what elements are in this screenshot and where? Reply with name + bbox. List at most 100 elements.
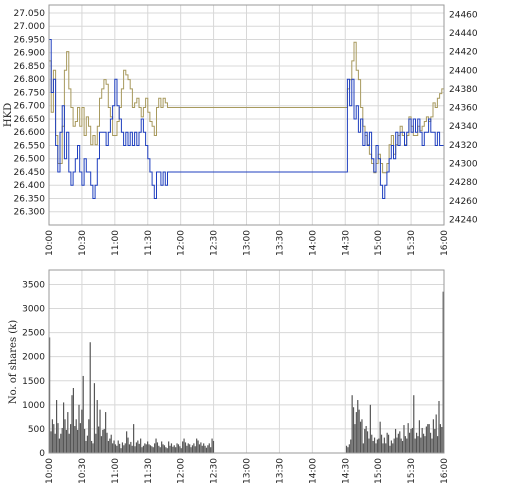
volume-y-tick-label: 1500 xyxy=(22,377,45,387)
volume-bar xyxy=(68,433,70,453)
volume-bars xyxy=(49,291,444,453)
volume-bar xyxy=(166,448,168,453)
volume-bar xyxy=(394,428,397,453)
volume-bar xyxy=(208,443,210,453)
price-x-tick-label: 12:00 xyxy=(177,230,187,256)
volume-bar xyxy=(401,440,404,453)
volume-bar xyxy=(435,414,437,453)
volume-bar xyxy=(144,443,146,453)
price-left-tick-label: 27.000 xyxy=(14,22,46,32)
price-x-tick-label: 11:00 xyxy=(111,230,121,256)
volume-bar xyxy=(124,443,126,453)
volume-bar xyxy=(148,444,150,453)
volume-bar xyxy=(183,438,185,453)
volume-bar xyxy=(429,432,432,453)
volume-bar xyxy=(168,441,170,453)
volume-bar xyxy=(175,447,177,453)
volume-bar xyxy=(404,436,406,453)
volume-bar xyxy=(382,443,384,453)
volume-bar xyxy=(207,445,209,453)
volume-bar xyxy=(103,428,105,453)
volume-bar xyxy=(200,442,202,453)
index-right-tick-label: 24280 xyxy=(449,178,478,188)
volume-bar xyxy=(348,444,350,453)
volume-bar xyxy=(351,395,353,453)
volume-bar xyxy=(51,419,53,453)
volume-y-tick-label: 0 xyxy=(39,449,45,459)
volume-bar xyxy=(102,429,104,453)
volume-bar xyxy=(56,400,58,453)
volume-bar xyxy=(380,434,383,453)
price-x-tick-label: 10:00 xyxy=(45,230,55,256)
index-right-tick-label: 24300 xyxy=(449,159,478,169)
volume-bar xyxy=(414,438,416,453)
volume-bar xyxy=(411,427,413,453)
volume-bar xyxy=(58,438,60,453)
volume-bar xyxy=(376,439,378,453)
volume-bar xyxy=(403,425,405,453)
volume-bar xyxy=(131,445,133,453)
volume-bar xyxy=(85,440,87,453)
volume-bar xyxy=(372,440,374,453)
volume-bar xyxy=(438,400,440,453)
price-tick-labels: 10:00 10:30 11:00 11:30 12:00 12:30 13:00 13:30… xyxy=(14,9,478,256)
volume-y-tick-label: 1000 xyxy=(22,401,45,411)
volume-bar xyxy=(375,443,377,453)
volume-bar xyxy=(151,446,153,453)
volume-bar xyxy=(92,443,94,453)
volume-bar xyxy=(110,434,112,453)
volume-bar xyxy=(71,395,73,453)
price-left-tick-label: 27.050 xyxy=(14,9,46,19)
volume-bar-chart: 10:00 10:30 11:00 11:30 12:00 12:30 13:00 13:30… xyxy=(8,269,450,484)
price-x-tick-label: 14:00 xyxy=(308,230,318,256)
volume-grid xyxy=(48,270,445,454)
index-right-tick-label: 24440 xyxy=(449,29,478,39)
volume-bar xyxy=(355,412,357,453)
volume-bar xyxy=(190,447,192,453)
volume-bar xyxy=(156,442,159,453)
volume-bar xyxy=(347,447,349,453)
volume-bar xyxy=(173,445,175,453)
volume-bar xyxy=(105,412,107,453)
volume-bar xyxy=(106,432,108,453)
volume-bar xyxy=(119,443,121,453)
volume-bar xyxy=(177,444,180,453)
volume-x-tick-label: 11:00 xyxy=(111,458,121,484)
volume-bar xyxy=(407,423,409,453)
price-left-tick-label: 26.550 xyxy=(14,141,46,151)
volume-bar xyxy=(358,409,360,453)
volume-bar xyxy=(158,445,160,453)
volume-bar xyxy=(390,440,392,453)
volume-bar xyxy=(182,441,184,453)
index-right-tick-label: 24340 xyxy=(449,122,478,132)
volume-bar xyxy=(169,445,171,453)
volume-bar xyxy=(180,448,182,453)
volume-bar xyxy=(194,446,196,453)
volume-bar xyxy=(400,438,402,453)
price-x-tick-label: 16:00 xyxy=(440,230,450,256)
volume-bar xyxy=(424,436,426,453)
volume-x-tick-label: 15:30 xyxy=(407,458,417,484)
price-x-tick-label: 11:30 xyxy=(144,230,154,256)
volume-bar xyxy=(127,437,129,453)
volume-bar xyxy=(126,431,128,453)
volume-bar xyxy=(81,409,83,453)
volume-bar xyxy=(165,447,167,453)
volume-bar xyxy=(172,446,174,453)
price-plot-frame xyxy=(48,4,445,226)
volume-bar xyxy=(141,447,143,453)
index-right-tick-label: 24460 xyxy=(449,10,478,20)
volume-bar xyxy=(170,443,173,453)
volume-bar xyxy=(361,419,363,453)
volume-bar xyxy=(410,428,412,453)
volume-bar xyxy=(137,440,139,453)
volume-bar xyxy=(396,437,398,453)
price-left-tick-label: 26.750 xyxy=(14,88,46,98)
volume-bar xyxy=(352,407,355,453)
volume-bar xyxy=(379,421,381,453)
volume-bar xyxy=(53,424,55,453)
volume-bar xyxy=(345,445,348,453)
volume-bar xyxy=(163,445,166,453)
volume-bar xyxy=(196,438,198,453)
index-right-tick-label: 24400 xyxy=(449,66,478,76)
